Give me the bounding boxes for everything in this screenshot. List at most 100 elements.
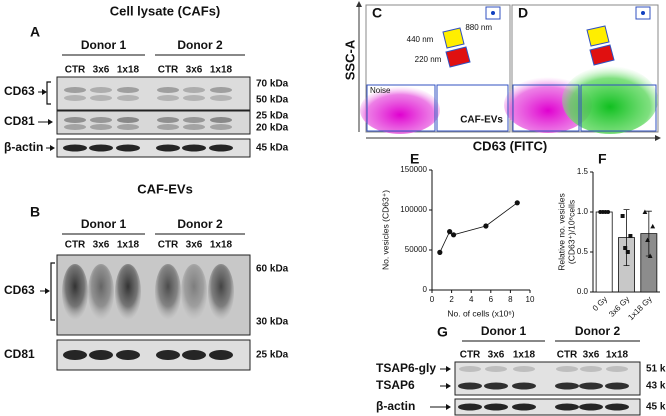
donor-label: Donor 1: [481, 324, 527, 338]
band: [90, 117, 112, 123]
band: [64, 87, 86, 93]
y-tick-label: 100000: [400, 205, 427, 214]
data-point: [437, 249, 443, 255]
x-label: CD63 (FITC): [473, 138, 547, 153]
y-label: No. vesicles (CD63⁺): [380, 190, 390, 270]
arrow-head: [446, 383, 451, 389]
band: [90, 124, 112, 130]
blot: [454, 361, 641, 396]
band: [183, 95, 205, 101]
band: [210, 124, 232, 130]
noise-cloud: [360, 86, 440, 134]
x-tick-label: 1x18 Gy: [626, 295, 653, 322]
gate-label: Noise: [370, 86, 391, 95]
blot-name: CD81: [4, 347, 35, 361]
y-label: (CD63⁺)/10⁶cells: [566, 200, 576, 264]
gate-label: CAF-EVs: [460, 115, 503, 126]
band: [115, 264, 141, 320]
data-point: [642, 209, 648, 214]
lane-label: 1x18: [117, 65, 140, 76]
x-tick-label: 8: [508, 295, 513, 304]
band: [605, 382, 629, 390]
band: [555, 382, 579, 390]
flow-plots: [356, 1, 661, 141]
band: [116, 350, 140, 360]
panel-label: D: [518, 5, 528, 21]
bead-gate: [589, 44, 615, 66]
y-tick-label: 0.0: [577, 287, 589, 296]
donor-label: Donor 2: [177, 38, 223, 52]
band: [605, 403, 629, 411]
arrow-head: [446, 404, 451, 410]
lane-label: CTR: [65, 65, 86, 76]
band: [156, 350, 180, 360]
data-point: [647, 253, 653, 258]
x-tick-label: 0 Gy: [591, 295, 609, 313]
bead-dot: [491, 11, 495, 15]
band: [183, 117, 205, 123]
band: [156, 144, 180, 152]
x-tick-label: 2: [449, 295, 454, 304]
data-line: [439, 202, 518, 253]
band: [209, 144, 233, 152]
lane-label: 3x6: [186, 65, 203, 76]
band: [459, 366, 481, 372]
lane-label: 1x18: [210, 65, 233, 76]
kda-marker: 45 kDa: [256, 143, 289, 154]
blot-name: TSAP6-gly: [376, 361, 436, 375]
lane-label: 1x18: [513, 350, 536, 361]
blot: [56, 138, 251, 158]
lane-label: CTR: [158, 65, 179, 76]
data-point: [606, 210, 611, 214]
lane-label: 3x6: [488, 350, 505, 361]
blot-name: CD81: [4, 114, 35, 128]
data-point: [623, 246, 628, 250]
ev-gate: [580, 84, 657, 132]
lane-label: 1x18: [606, 350, 629, 361]
blot-name: β-actin: [376, 399, 415, 413]
band: [157, 124, 179, 130]
kda-marker: 45 kDa: [646, 402, 666, 413]
bracket: [46, 81, 51, 105]
band: [117, 124, 139, 130]
gate-label: 880 nm: [465, 23, 492, 32]
error-bar: [623, 209, 630, 266]
data-point: [628, 234, 633, 238]
band: [208, 264, 234, 320]
band: [157, 87, 179, 93]
lane-label: CTR: [65, 240, 86, 251]
band: [64, 95, 86, 101]
x-tick-label: 6: [489, 295, 494, 304]
band: [183, 87, 205, 93]
band: [88, 264, 114, 320]
donor-label: Donor 1: [81, 217, 127, 231]
lane-label: CTR: [460, 350, 481, 361]
donor-label: Donor 2: [177, 217, 223, 231]
kda-marker: 51 kDa: [646, 364, 666, 375]
lane-label: 3x6: [186, 240, 203, 251]
band: [556, 366, 578, 372]
bead-dot: [641, 11, 645, 15]
band: [63, 144, 87, 152]
band: [512, 403, 536, 411]
kda-marker: 25 kDa: [256, 111, 289, 122]
y-tick-label: 0.5: [577, 247, 589, 256]
panel-label: G: [437, 324, 448, 340]
blot-name: CD63: [4, 283, 35, 297]
y-tick-label: 0: [423, 285, 428, 294]
band: [183, 124, 205, 130]
band: [89, 144, 113, 152]
lane-label: 1x18: [117, 240, 140, 251]
arrow-head: [446, 366, 451, 372]
panel-label: C: [372, 5, 382, 21]
data-point: [650, 223, 656, 229]
kda-marker: 43 kDa: [646, 381, 666, 392]
x-tick-label: 0: [430, 295, 435, 304]
band: [182, 144, 206, 152]
band: [512, 382, 536, 390]
blot: [56, 110, 251, 135]
panel-label: A: [30, 24, 40, 40]
band: [485, 366, 507, 372]
band: [155, 264, 181, 320]
